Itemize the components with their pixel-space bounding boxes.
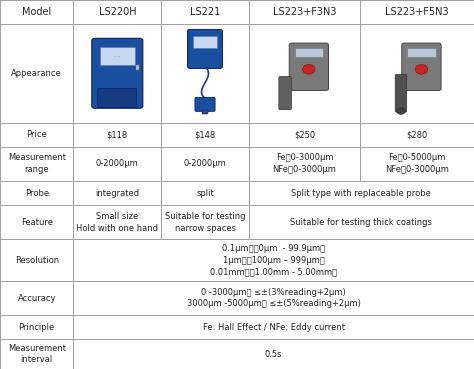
Bar [360,0,474,24]
Text: $280: $280 [407,130,428,139]
Text: LS223+F3N3: LS223+F3N3 [273,7,336,17]
FancyBboxPatch shape [98,89,137,107]
Text: Accuracy: Accuracy [18,293,56,303]
Bar [0,205,73,239]
Text: Fe：0-3000μm
NFe：0-3000μm: Fe：0-3000μm NFe：0-3000μm [273,154,337,174]
Bar [161,24,249,123]
Text: LS223+F5N3: LS223+F5N3 [385,7,449,17]
Bar [360,146,474,181]
Bar [73,339,474,369]
Text: - - -: - - - [114,54,120,58]
Bar [249,146,360,181]
Circle shape [397,108,405,114]
Bar [73,181,161,205]
Text: Probe: Probe [25,189,49,197]
Text: 0.5s: 0.5s [265,349,283,359]
Bar [202,110,208,114]
Bar [360,24,474,123]
Bar [73,205,161,239]
Bar [73,239,474,281]
Bar [0,0,73,24]
Bar [73,281,474,315]
Text: Fe: Hall Effect / NFe: Eddy current: Fe: Hall Effect / NFe: Eddy current [203,323,345,332]
Text: 0 -3000μm： ≤±(3%reading+2μm)
3000μm -5000μm： ≤±(5%reading+2μm): 0 -3000μm： ≤±(3%reading+2μm) 3000μm -500… [187,287,361,308]
Bar [0,123,73,146]
Bar [0,281,73,315]
Bar [161,0,249,24]
Bar [0,24,73,123]
FancyBboxPatch shape [279,76,292,110]
Bar [407,48,436,57]
Text: 0-2000μm: 0-2000μm [183,159,227,168]
FancyBboxPatch shape [188,30,222,68]
Bar [161,181,249,205]
Text: Appearance: Appearance [11,69,62,78]
FancyBboxPatch shape [402,43,441,90]
Text: Fe：0-5000μm
NFe：0-3000μm: Fe：0-5000μm NFe：0-3000μm [385,154,449,174]
Bar [0,315,73,339]
Bar [73,24,161,123]
Text: LS220H: LS220H [99,7,136,17]
Circle shape [302,65,315,74]
Bar [249,24,360,123]
Text: Feature: Feature [21,218,53,227]
Bar [249,0,360,24]
FancyBboxPatch shape [92,38,143,108]
Text: Suitable for testing
narrow spaces: Suitable for testing narrow spaces [165,212,245,232]
Bar [73,123,161,146]
Bar [161,123,249,146]
Text: split: split [196,189,214,197]
Text: Measurement
interval: Measurement interval [8,344,66,365]
Bar [193,36,217,48]
Text: Model: Model [22,7,51,17]
Text: Principle: Principle [18,323,55,332]
Bar [249,205,474,239]
Bar [161,205,249,239]
Bar [137,65,139,70]
Bar [295,48,323,57]
Bar [161,24,249,123]
Text: LS221: LS221 [190,7,220,17]
Bar [249,24,360,123]
FancyBboxPatch shape [289,43,328,90]
FancyBboxPatch shape [395,75,407,112]
Text: $118: $118 [107,130,128,139]
Bar [249,181,474,205]
Text: Measurement
range: Measurement range [8,154,66,174]
Bar [249,123,360,146]
Bar [0,339,73,369]
Bar [0,146,73,181]
Bar [100,47,135,65]
Circle shape [415,65,428,74]
Text: $148: $148 [194,130,216,139]
Text: Suitable for testing thick coatings: Suitable for testing thick coatings [291,218,432,227]
Bar [73,0,161,24]
Text: integrated: integrated [95,189,139,197]
Bar [0,239,73,281]
FancyBboxPatch shape [195,97,215,111]
Text: Resolution: Resolution [15,256,59,265]
Text: 0.1μm：（0μm  - 99.9μm）
1μm：（100μm – 999μm）
0.01mm：（1.00mm - 5.00mm）: 0.1μm：（0μm - 99.9μm） 1μm：（100μm – 999μm）… [210,244,337,276]
Bar [0,181,73,205]
Text: Split type with replaceable probe: Split type with replaceable probe [292,189,431,197]
Text: $250: $250 [294,130,315,139]
Bar [73,24,161,123]
Bar [73,315,474,339]
Text: Price: Price [27,130,47,139]
Bar [73,146,161,181]
Bar [360,123,474,146]
Bar [360,24,474,123]
Text: Small size
Hold with one hand: Small size Hold with one hand [76,212,158,232]
Text: 0-2000μm: 0-2000μm [96,159,139,168]
Bar [161,146,249,181]
